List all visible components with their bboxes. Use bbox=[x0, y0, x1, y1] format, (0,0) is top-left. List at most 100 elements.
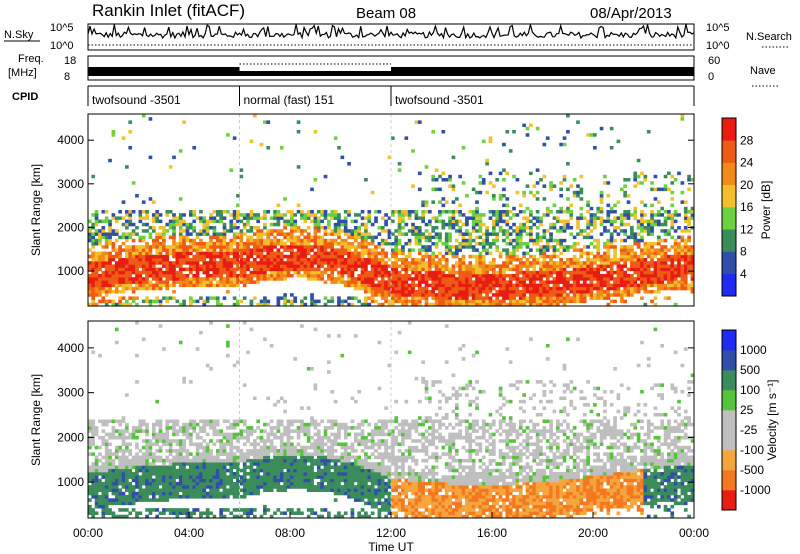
velocity-cell bbox=[165, 439, 170, 443]
power-cell bbox=[566, 293, 570, 297]
power-cell bbox=[673, 251, 678, 256]
power-cell bbox=[269, 232, 274, 236]
power-cell bbox=[471, 283, 476, 288]
velocity-cell bbox=[155, 514, 159, 519]
velocity-cell bbox=[236, 465, 240, 470]
power-cell bbox=[114, 229, 119, 233]
power-cell bbox=[394, 242, 399, 246]
power-cell bbox=[350, 251, 355, 256]
power-cell bbox=[229, 264, 234, 268]
power-cell bbox=[380, 254, 385, 259]
velocity-cell bbox=[145, 485, 149, 489]
power-cell bbox=[360, 248, 365, 252]
power-cell bbox=[145, 274, 149, 278]
power-cell bbox=[347, 277, 351, 281]
power-cell bbox=[549, 226, 553, 230]
power-cell bbox=[448, 174, 452, 179]
velocity-cell bbox=[236, 435, 240, 440]
power-cell bbox=[555, 299, 560, 304]
power-cell bbox=[232, 277, 237, 281]
power-cell bbox=[656, 280, 661, 284]
power-cell bbox=[683, 219, 688, 224]
power-cell bbox=[411, 149, 415, 153]
power-cell bbox=[522, 261, 526, 265]
power-cell bbox=[465, 302, 469, 307]
power-cell bbox=[690, 280, 695, 284]
power-cell bbox=[623, 213, 627, 217]
power-cell bbox=[481, 274, 486, 278]
power-cell bbox=[667, 248, 671, 252]
velocity-cell bbox=[168, 478, 173, 483]
power-cell bbox=[417, 187, 422, 192]
velocity-cell bbox=[121, 416, 126, 420]
power-cell bbox=[438, 302, 442, 307]
power-cell bbox=[646, 222, 651, 227]
power-cell bbox=[347, 270, 351, 275]
power-cell bbox=[407, 251, 412, 256]
power-cell bbox=[559, 258, 563, 262]
velocity-cell bbox=[148, 508, 153, 512]
power-cell bbox=[185, 245, 190, 249]
power-cell bbox=[478, 254, 483, 259]
power-cell bbox=[458, 232, 462, 236]
power-cell bbox=[226, 264, 230, 268]
power-cell bbox=[640, 171, 644, 176]
velocity-cell bbox=[141, 429, 146, 433]
power-cell bbox=[495, 245, 500, 249]
power-cell bbox=[380, 229, 385, 233]
velocity-cell bbox=[175, 462, 180, 466]
power-cell bbox=[589, 286, 594, 291]
power-cell bbox=[189, 296, 193, 300]
power-cell bbox=[303, 302, 308, 307]
power-cell bbox=[162, 280, 166, 284]
power-cell bbox=[579, 174, 584, 179]
power-cell bbox=[229, 251, 234, 256]
power-cell bbox=[562, 267, 567, 272]
power-cell bbox=[663, 267, 668, 272]
power-cell bbox=[232, 242, 237, 246]
velocity-cell bbox=[226, 475, 230, 479]
power-cell bbox=[609, 146, 614, 150]
power-cell bbox=[653, 251, 658, 256]
power-cell bbox=[525, 184, 530, 188]
velocity-cell bbox=[185, 462, 190, 466]
velocity-cell bbox=[199, 426, 203, 430]
velocity-cell bbox=[219, 478, 223, 483]
velocity-cell bbox=[205, 452, 210, 456]
velocity-cell bbox=[199, 435, 203, 440]
velocity-cell bbox=[91, 426, 96, 430]
power-cell bbox=[448, 216, 452, 220]
power-cell bbox=[391, 280, 395, 284]
power-cell bbox=[411, 232, 415, 236]
power-cell bbox=[687, 267, 691, 272]
power-cell bbox=[205, 296, 210, 300]
power-cell bbox=[189, 226, 193, 230]
power-cell bbox=[108, 283, 112, 288]
power-cell bbox=[155, 232, 159, 236]
power-cell bbox=[576, 120, 580, 124]
power-cell bbox=[579, 187, 584, 192]
velocity-cell bbox=[108, 449, 112, 453]
velocity-cell bbox=[222, 478, 227, 483]
power-cell bbox=[205, 299, 210, 304]
velocity-cell bbox=[226, 452, 230, 456]
power-cell bbox=[300, 232, 304, 236]
power-cell bbox=[374, 251, 378, 256]
velocity-cell bbox=[148, 475, 153, 479]
power-cell bbox=[492, 283, 496, 288]
power-cell bbox=[155, 277, 159, 281]
power-cell bbox=[559, 194, 563, 198]
power-cell bbox=[421, 274, 425, 278]
velocity-cell bbox=[114, 514, 119, 519]
power-cell bbox=[212, 264, 217, 268]
velocity-cell bbox=[185, 432, 190, 437]
power-cell bbox=[121, 258, 126, 262]
power-colorbar-tick: 12 bbox=[740, 222, 754, 236]
power-cell bbox=[323, 174, 328, 179]
power-cell bbox=[357, 258, 361, 262]
power-cell bbox=[236, 219, 240, 224]
power-cell bbox=[646, 254, 651, 259]
power-cell bbox=[643, 286, 648, 291]
power-cell bbox=[630, 264, 634, 268]
power-cell bbox=[202, 222, 207, 227]
